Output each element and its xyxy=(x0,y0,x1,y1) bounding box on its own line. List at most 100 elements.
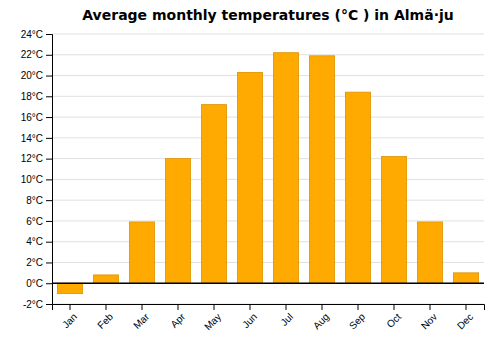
x-tick: Sep xyxy=(347,304,368,331)
y-tick: 22°C xyxy=(21,49,52,60)
y-tick-label: 10°C xyxy=(21,174,43,185)
bar xyxy=(345,92,370,283)
grid-line xyxy=(52,200,484,201)
x-tick-mark xyxy=(286,304,287,310)
y-tick-label: 6°C xyxy=(26,216,43,227)
bar xyxy=(237,72,262,283)
bar xyxy=(273,53,298,284)
grid-line xyxy=(52,179,484,180)
x-tick-mark xyxy=(70,304,71,310)
y-tick: 24°C xyxy=(21,29,52,40)
grid-line xyxy=(52,137,484,138)
y-tick: 16°C xyxy=(21,112,52,123)
y-tick: 4°C xyxy=(26,236,52,247)
grid-line xyxy=(52,117,484,118)
y-tick: 14°C xyxy=(21,133,52,144)
y-tick-mark xyxy=(46,221,52,222)
bar xyxy=(381,157,406,284)
x-tick-label: Jul xyxy=(278,311,295,328)
y-tick-label: 22°C xyxy=(21,49,43,60)
grid-line xyxy=(52,54,484,55)
bar xyxy=(129,222,154,283)
y-tick-mark xyxy=(46,304,52,305)
y-tick-mark xyxy=(46,34,52,35)
y-tick: 20°C xyxy=(21,70,52,81)
grid-line xyxy=(52,220,484,221)
title: Average monthly temperatures (°C ) in Al… xyxy=(82,7,453,23)
x-tick-mark xyxy=(214,304,215,310)
grid-line xyxy=(52,34,484,35)
y-tick-label: -2°C xyxy=(23,299,43,310)
grid-line xyxy=(52,158,484,159)
y-tick-mark xyxy=(46,283,52,284)
y-tick: 8°C xyxy=(26,195,52,206)
bar xyxy=(201,105,226,284)
x-axis: Jan Feb Mar Apr May Jun Jul Aug Sep Oct Nov Dec xyxy=(53,304,485,332)
x-tick: Nov xyxy=(419,304,439,331)
x-tick: Mar xyxy=(131,304,151,331)
y-tick-mark xyxy=(46,179,52,180)
x-tick-label: Sep xyxy=(347,311,368,332)
x-tick-mark xyxy=(358,304,359,310)
bar xyxy=(417,222,442,283)
x-tick-mark xyxy=(322,304,323,310)
y-tick-label: 4°C xyxy=(26,236,43,247)
x-tick-label: Jan xyxy=(60,311,79,330)
y-axis-line xyxy=(46,35,53,305)
y-tick: 12°C xyxy=(21,153,52,164)
x-tick: Jul xyxy=(278,304,295,328)
y-axis: -2°C 0°C 2°C 4°C 6°C 8°C 10°C 12°C 14°C 16°C 18°C 2… xyxy=(21,29,53,310)
x-tick: Jan xyxy=(60,304,79,330)
y-tick: 6°C xyxy=(26,216,52,227)
x-tick-label: May xyxy=(202,311,223,332)
x-tick: Apr xyxy=(168,304,187,330)
x-tick-label: Nov xyxy=(419,311,439,331)
y-tick-mark xyxy=(46,55,52,56)
zero-line xyxy=(52,282,484,284)
y-tick-mark xyxy=(46,242,52,243)
y-tick-mark xyxy=(46,159,52,160)
x-tick-label: Oct xyxy=(384,311,403,330)
y-tick-mark xyxy=(46,117,52,118)
y-tick-label: 8°C xyxy=(26,195,43,206)
bar xyxy=(57,283,82,293)
x-tick: Dec xyxy=(455,304,475,331)
y-tick-label: 18°C xyxy=(21,91,43,102)
plot: -2°C 0°C 2°C 4°C 6°C 8°C 10°C 12°C 14°C 16°C 18°C 2… xyxy=(21,29,485,333)
x-tick: May xyxy=(202,304,223,332)
x-tick-mark xyxy=(394,304,395,310)
x-tick-mark xyxy=(430,304,431,310)
y-tick-label: 24°C xyxy=(21,29,43,40)
y-tick-mark xyxy=(46,76,52,77)
bar xyxy=(165,159,190,284)
x-tick-label: Dec xyxy=(455,311,475,331)
x-tick-label: Mar xyxy=(131,311,151,331)
x-tick-mark xyxy=(142,304,143,310)
x-tick-mark xyxy=(106,304,107,310)
grid-line xyxy=(52,96,484,97)
y-tick: 0°C xyxy=(26,278,52,289)
bar xyxy=(93,275,118,283)
y-tick-label: 0°C xyxy=(26,278,43,289)
y-tick: 18°C xyxy=(21,91,52,102)
y-tick-label: 12°C xyxy=(21,153,43,164)
y-tick: 2°C xyxy=(26,257,52,268)
x-tick-label: Aug xyxy=(311,311,331,331)
bar xyxy=(309,56,334,283)
x-tick-mark xyxy=(466,304,467,310)
bars xyxy=(57,53,478,294)
y-tick-mark xyxy=(46,200,52,201)
x-tick: Feb xyxy=(95,304,115,331)
x-axis-line xyxy=(53,305,485,311)
y-tick: 10°C xyxy=(21,174,52,185)
y-tick-label: 16°C xyxy=(21,112,43,123)
x-tick: Aug xyxy=(311,304,331,331)
x-tick: Jun xyxy=(240,304,259,330)
x-tick-label: Feb xyxy=(95,311,115,331)
grid xyxy=(52,34,484,304)
y-tick-mark xyxy=(46,262,52,263)
x-tick-mark xyxy=(250,304,251,310)
y-tick: -2°C xyxy=(23,299,52,310)
y-tick-mark xyxy=(46,96,52,97)
x-tick-label: Apr xyxy=(168,311,187,330)
